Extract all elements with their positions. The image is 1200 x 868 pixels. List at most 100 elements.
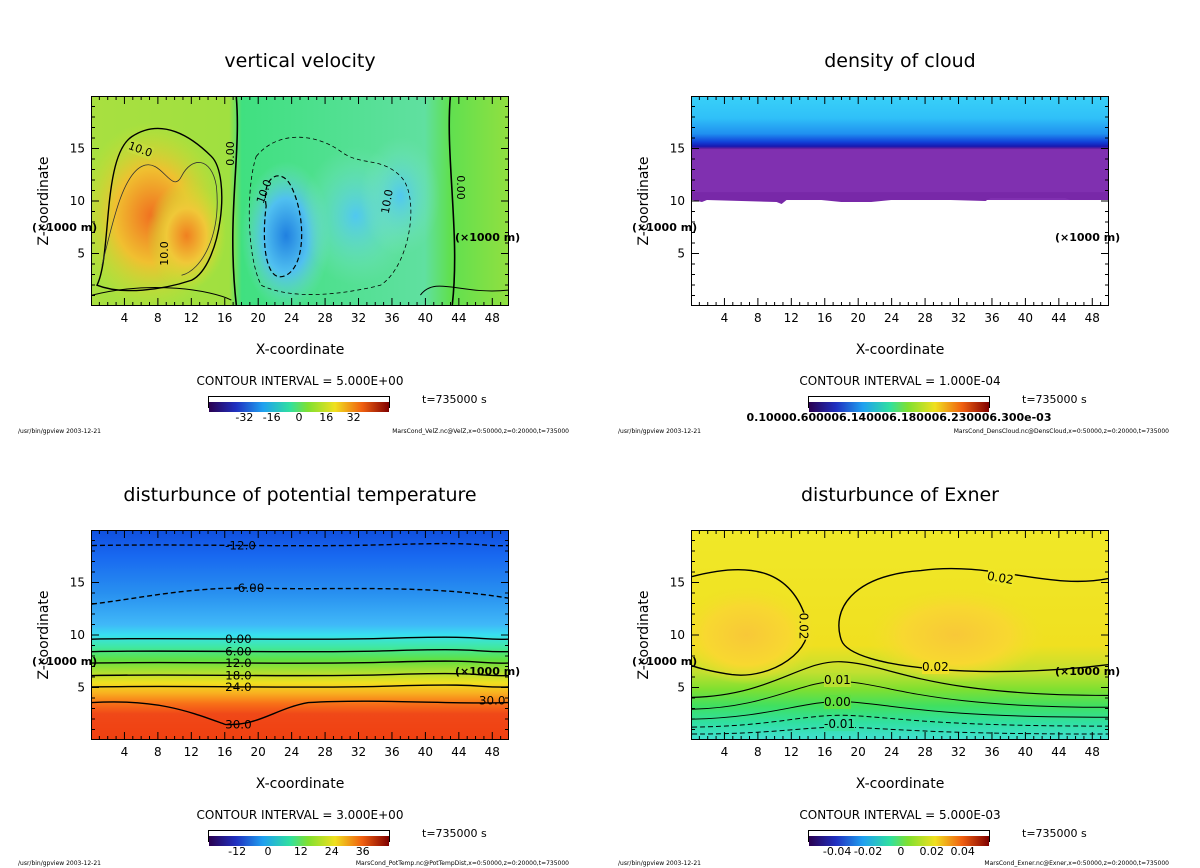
- contour-label: 18.0: [225, 669, 252, 683]
- x-tick-label: 32: [351, 311, 366, 325]
- contour-line: [92, 587, 508, 605]
- contour-label: 0.00: [824, 695, 851, 709]
- colorbar-svg: [209, 402, 389, 412]
- x-tick-label: 16: [217, 311, 232, 325]
- colorbar-tick: 24: [324, 845, 339, 858]
- x-tick-label: 44: [1051, 311, 1066, 325]
- contour-line: [92, 648, 508, 653]
- x-tick-label: 48: [1085, 311, 1100, 325]
- contour-label: 0.00: [225, 632, 252, 646]
- contour-interval: CONTOUR INTERVAL = 3.000E+00: [196, 808, 404, 822]
- y-tick-label: 10: [70, 628, 85, 642]
- footer-left: /usr/bin/gpview 2003-12-21: [618, 860, 701, 867]
- contour-line: [92, 542, 508, 547]
- plot-area: 0.02 0.02 0.02 0.01 0.00 -0.01: [691, 530, 1109, 740]
- colorbar-labels: 0.10000.600006.140006.180006.230006.300e…: [747, 411, 1052, 425]
- x-tick-label: 40: [418, 311, 433, 325]
- x-tick-label: 16: [817, 311, 832, 325]
- contour-line: [92, 672, 508, 677]
- x-tick-label: 20: [851, 745, 866, 759]
- contour-label: 0.00: [223, 141, 237, 166]
- colorbar-labels: -32 -16 0 16 32: [208, 411, 390, 425]
- x-tick-label: 12: [184, 311, 199, 325]
- colorbar-labels: -0.04 -0.02 0 0.02 0.04: [808, 845, 990, 859]
- x-unit-left: (×1000 m): [32, 655, 98, 668]
- contour-label: 12.0: [225, 656, 252, 670]
- x-tick-label: 36: [984, 311, 999, 325]
- contour-label: 0.02: [796, 612, 811, 640]
- colorbar: [208, 830, 390, 846]
- x-tick-label: 12: [184, 745, 199, 759]
- x-tick-label: 20: [251, 311, 266, 325]
- panel-exner: disturbunce of Exner: [600, 434, 1200, 868]
- plot-area: -12.0 -6.00 0.00 6.00 12.0 18.0 24.0 30.0 30.0: [91, 530, 509, 740]
- x-axis-label: X-coordinate: [255, 342, 345, 358]
- x-tick-label: 36: [384, 311, 399, 325]
- y-tick-label: 15: [70, 142, 85, 156]
- x-tick-label: 4: [721, 745, 729, 759]
- x-axis-label: X-coordinate: [855, 342, 945, 358]
- x-tick-label: 48: [1085, 745, 1100, 759]
- y-tick-label: 5: [77, 247, 85, 261]
- x-tick-label: 12: [784, 311, 799, 325]
- contour-label: 0.02: [922, 660, 949, 674]
- x-tick-label: 20: [851, 311, 866, 325]
- colorbar-tick: 0.10000.600006.140006.180006.230006.300e…: [746, 411, 1052, 424]
- contour-line: [92, 684, 508, 688]
- chart-title: disturbunce of Exner: [800, 484, 999, 506]
- colorbar: [808, 396, 990, 412]
- x-tick-label: 32: [351, 745, 366, 759]
- x-tick-label: 4: [121, 311, 129, 325]
- colorbar-labels: -12 0 12 24 36: [208, 845, 390, 859]
- x-tick-label: 28: [917, 311, 932, 325]
- contour-label: 10.0: [157, 241, 171, 266]
- contour-label: 6.00: [225, 645, 252, 659]
- x-tick-label: 32: [951, 745, 966, 759]
- time-label: t=735000 s: [422, 827, 487, 840]
- x-tick-label: 8: [154, 311, 162, 325]
- contour-interval: CONTOUR INTERVAL = 5.000E+00: [196, 374, 404, 388]
- x-tick-label: 8: [754, 311, 762, 325]
- x-tick-label: 40: [1018, 745, 1033, 759]
- colorbar-tick: 0: [295, 411, 303, 424]
- colorbar-tick: -32: [235, 411, 254, 424]
- colorbar-tick: -16: [262, 411, 281, 424]
- x-tick-label: 4: [721, 311, 729, 325]
- colorbar-tick: 0.02: [919, 845, 945, 858]
- footer-left: /usr/bin/gpview 2003-12-21: [18, 428, 101, 435]
- y-tick-label: 10: [670, 628, 685, 642]
- colorbar-tick: -12: [228, 845, 247, 858]
- footer-right: MarsCond_PotTemp.nc@PotTempDist,x=0:5000…: [355, 860, 569, 867]
- y-tick-label: 5: [677, 247, 685, 261]
- y-tick-label: 5: [77, 681, 85, 695]
- x-unit-left: (×1000 m): [32, 221, 98, 234]
- colorbar-tick: 0: [897, 845, 905, 858]
- exner-field: [692, 531, 1108, 739]
- colorbar-svg: [809, 402, 989, 412]
- contour-label: 0.00: [453, 175, 467, 200]
- x-tick-label: 28: [317, 311, 332, 325]
- x-tick-label: 12: [784, 745, 799, 759]
- y-tick-label: 10: [670, 194, 685, 208]
- x-tick-label: 8: [754, 745, 762, 759]
- colorbar-tick: 32: [346, 411, 361, 424]
- plot-area: 10.0 0.00 10.0 10.0 10.0 0.00: [91, 96, 509, 306]
- cloud-field: [692, 97, 1108, 206]
- x-tick-label: 16: [817, 745, 832, 759]
- x-tick-label: 24: [884, 311, 899, 325]
- chart-title: vertical velocity: [224, 50, 376, 72]
- x-tick-label: 20: [251, 745, 266, 759]
- colorbar: [208, 396, 390, 412]
- colorbar-svg: [809, 836, 989, 846]
- colorbar-tick: 0.04: [950, 845, 975, 858]
- footer-left: /usr/bin/gpview 2003-12-21: [618, 428, 701, 435]
- x-tick-label: 40: [418, 745, 433, 759]
- x-tick-label: 8: [154, 745, 162, 759]
- x-unit-right: (×1000 m): [455, 231, 521, 244]
- footer-right: MarsCond_DensCloud.nc@DensCloud,x=0:5000…: [953, 428, 1169, 435]
- contour-label: -0.01: [824, 717, 856, 731]
- time-label: t=735000 s: [1022, 393, 1087, 406]
- contour-line: [92, 700, 508, 726]
- time-label: t=735000 s: [1022, 827, 1087, 840]
- y-tick-label: 10: [70, 194, 85, 208]
